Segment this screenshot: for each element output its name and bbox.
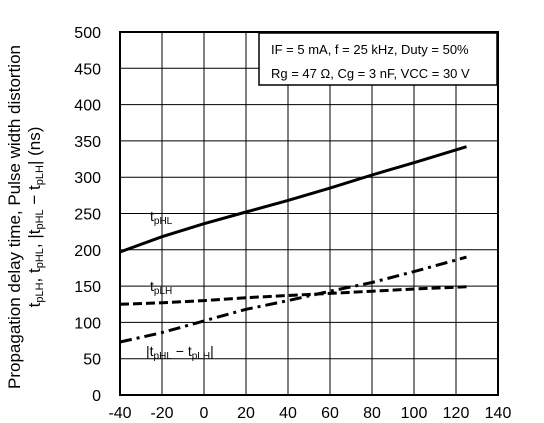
y-tick-label: 250 [74, 207, 101, 224]
x-tick-label: 80 [363, 405, 381, 422]
x-tick-label: -20 [150, 405, 173, 422]
y-tick-label: 100 [74, 315, 101, 332]
x-tick-label: 20 [237, 405, 255, 422]
x-tick-label: 60 [321, 405, 339, 422]
x-tick-label: -40 [108, 405, 131, 422]
series-line-1 [119, 285, 467, 306]
x-tick-label: 40 [279, 405, 297, 422]
y-tick-label: 150 [74, 279, 101, 296]
series-line-0 [119, 145, 467, 254]
y-tick-label: 200 [74, 243, 101, 260]
x-tick-label: 0 [200, 405, 209, 422]
plot-frame [119, 31, 499, 396]
y-tick-label: 350 [74, 134, 101, 151]
x-tick-label: 120 [443, 405, 470, 422]
conditions-box [258, 32, 498, 86]
series-label-tpHL: tpHL [150, 208, 173, 227]
y-tick-label: 400 [74, 98, 101, 115]
y-axis-title-line-2: tpLH, tpHL, |tpHL − tpLH| (ns) [25, 127, 46, 308]
y-axis-title: Propagation delay time, Pulse width dist… [5, 45, 46, 389]
condition-line-1: IF = 5 mA, f = 25 kHz, Duty = 50% [271, 42, 469, 57]
y-tick-label: 300 [74, 170, 101, 187]
y-tick-label: 0 [92, 388, 101, 405]
axis-ticks: -40 -20 0 20 40 60 80 100 120 140 0 50 100 150 200 250 3… [74, 25, 511, 422]
y-tick-label: 450 [74, 61, 101, 78]
series-lines [119, 145, 467, 344]
y-axis-title-line-1: Propagation delay time, Pulse width dist… [5, 45, 24, 389]
series-line-2 [119, 255, 467, 344]
x-tick-label: 140 [485, 405, 512, 422]
y-tick-label: 500 [74, 25, 101, 42]
condition-line-2: Rg = 47 Ω, Cg = 3 nF, VCC = 30 V [271, 66, 470, 81]
series-label-tpLH: tpLH [150, 278, 172, 297]
series-label-distortion: |tpHL − tpLH| [146, 343, 214, 362]
x-tick-label: 100 [401, 405, 428, 422]
grid [120, 32, 498, 395]
y-tick-label: 50 [83, 352, 101, 369]
